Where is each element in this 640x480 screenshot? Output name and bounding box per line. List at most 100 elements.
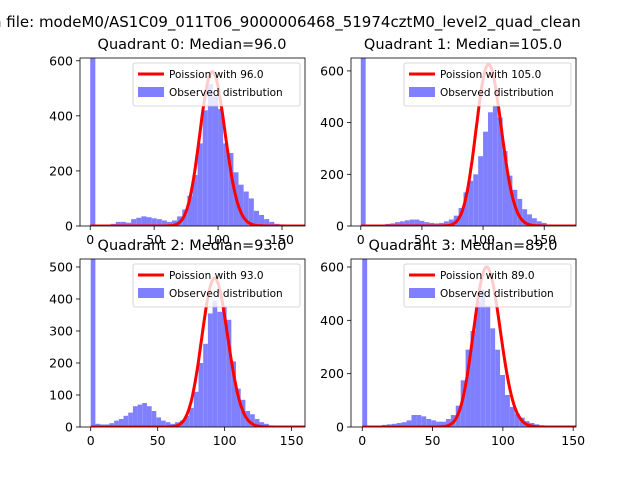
x-tick-label: 150 [270, 232, 294, 247]
histogram-bar [118, 419, 124, 427]
histogram-bar [527, 214, 532, 226]
legend-label-observed: Observed distribution [440, 87, 554, 99]
histogram-bar [198, 363, 204, 427]
histogram-bar [172, 220, 178, 226]
y-tick-label: 200 [49, 163, 73, 178]
legend-label-observed: Observed distribution [169, 87, 283, 99]
x-tick-label: 100 [471, 232, 495, 247]
legend-box [132, 62, 301, 107]
histogram-bar [131, 219, 137, 226]
legend-box [403, 263, 572, 308]
subplot-title: Quadrant 3: Median=89.0 [369, 238, 558, 254]
histogram-bar [395, 222, 400, 226]
histogram-bar [443, 221, 449, 226]
histogram-bar [156, 219, 162, 226]
histogram-bar [460, 380, 466, 427]
histogram-bar [463, 192, 469, 226]
histogram-bar [507, 175, 513, 226]
histogram-bar [187, 195, 193, 226]
histogram-bar [409, 219, 415, 226]
x-tick-label: 150 [532, 232, 556, 247]
histogram-bar [421, 416, 427, 427]
histogram-bar [218, 108, 224, 226]
histogram-bar [114, 420, 119, 427]
histogram-bar [146, 217, 152, 226]
histogram-bar [431, 420, 437, 427]
histogram-bar [445, 419, 451, 427]
histogram-bar [448, 219, 454, 226]
y-tick-label: 300 [49, 324, 73, 339]
histogram-bar [522, 209, 528, 226]
histogram-bar [439, 222, 444, 226]
y-tick-label: 0 [336, 420, 344, 435]
histogram-bar [184, 415, 190, 427]
histogram-bar [269, 221, 275, 226]
histogram-bar [223, 143, 229, 226]
legend: Poission with 105.0 Observed distribution [403, 62, 572, 107]
histogram-bar [504, 395, 510, 427]
x-tick-label: 50 [150, 433, 166, 448]
histogram-bar [151, 411, 157, 427]
histogram-bar [441, 421, 446, 427]
histogram-bar [490, 328, 496, 427]
histogram-bar [161, 420, 166, 427]
histogram-bar [475, 301, 481, 427]
x-tick-label: 50 [146, 232, 162, 247]
histogram-bars [90, 259, 293, 427]
axes-frame [350, 258, 577, 428]
legend-label-poisson: Poission with 93.0 [169, 270, 264, 282]
histogram-bar [236, 388, 241, 427]
histogram-bar [128, 412, 133, 427]
histogram-bar [137, 404, 143, 427]
x-tick-label: 0 [86, 232, 94, 247]
histogram-bar [404, 220, 410, 226]
histogram-bar [497, 117, 503, 226]
histogram-bar [419, 220, 425, 226]
histogram-bar [228, 153, 234, 226]
histogram-bar [468, 180, 474, 226]
histogram-bar [414, 219, 420, 226]
x-tick-label: 100 [206, 232, 230, 247]
histogram-bar [502, 151, 508, 226]
histogram-bar [478, 156, 484, 226]
histogram-bar [141, 216, 147, 226]
legend-box [403, 62, 572, 107]
histogram-bar [238, 184, 244, 226]
histogram-bar [212, 96, 219, 226]
histogram-bar [243, 191, 249, 226]
legend-bar-swatch [409, 87, 435, 97]
histogram-bar [362, 259, 368, 427]
histogram-bar [436, 421, 441, 427]
histogram-bar [391, 423, 397, 427]
y-tick-label: 600 [49, 53, 73, 68]
x-tick-label: 0 [358, 433, 366, 448]
x-tick-label: 150 [280, 433, 304, 448]
histogram-bar [250, 414, 255, 427]
histogram-bar [197, 143, 203, 226]
histogram-bar [202, 110, 208, 226]
legend-label-observed: Observed distribution [169, 288, 283, 300]
histogram-bar [226, 319, 232, 427]
histogram-bar [254, 419, 260, 427]
histogram-bar [517, 198, 523, 226]
histogram-bar [151, 218, 157, 226]
histogram-bar [536, 221, 542, 226]
histogram-bar [142, 403, 147, 427]
subplot-title: Quadrant 0: Median=96.0 [98, 37, 287, 53]
histogram-bar [411, 415, 417, 427]
histogram-bar [90, 58, 96, 226]
histogram-bar [132, 406, 138, 427]
histogram-bar [95, 423, 101, 427]
histogram-bar [248, 198, 254, 226]
legend-label-poisson: Poission with 96.0 [169, 69, 264, 81]
axes-frame [79, 57, 306, 227]
histogram-bar [399, 221, 405, 226]
histogram-bar [531, 218, 537, 226]
histogram-bar [429, 222, 435, 226]
x-tick-label: 50 [414, 232, 430, 247]
subplot-title: Quadrant 2: Median=93.0 [98, 238, 287, 254]
histogram-bar [264, 219, 270, 226]
histogram-bar [492, 105, 498, 226]
subplot-quadrant-3: Quadrant 3: Median=89.0 0 50 100 150 0 200 400… [320, 238, 585, 448]
